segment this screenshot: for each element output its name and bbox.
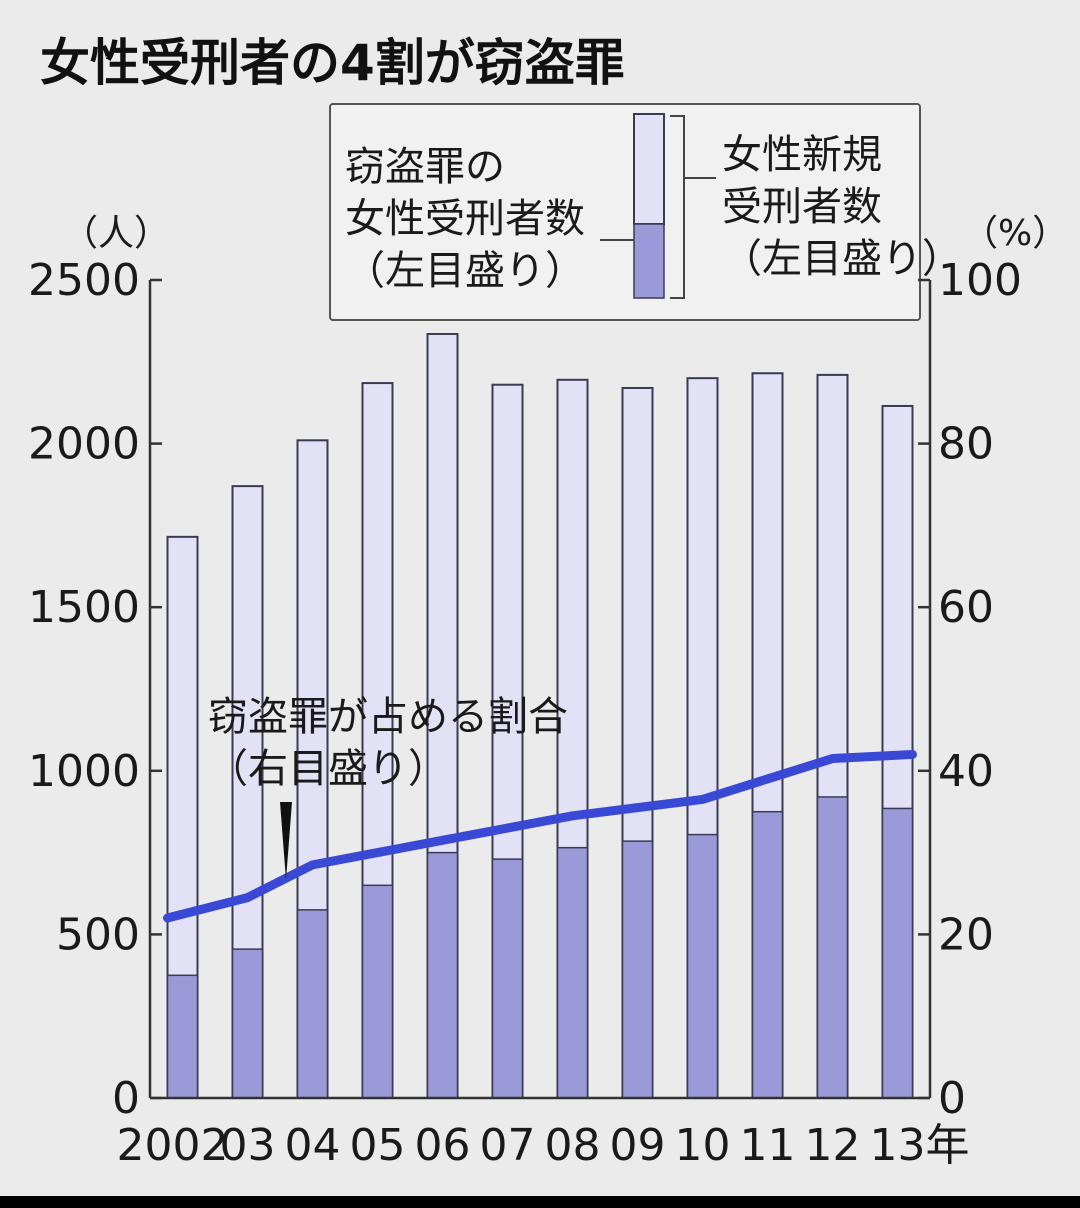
left-tick-label: 1000 [28, 746, 140, 797]
ratio-annotation: 窃盗罪が占める割合 （右目盛り） [208, 694, 568, 880]
x-tick-label-05: 05 [350, 1120, 406, 1171]
axes-layer [148, 280, 932, 1100]
legend-theft-line-1: 窃盗罪の [345, 144, 505, 190]
legend-total-line-2: 受刑者数 [722, 184, 882, 230]
bar-theft-12 [816, 796, 849, 1099]
left-tick-label: 0 [112, 1073, 140, 1124]
legend-theft-line-2: 女性受刑者数 [345, 196, 585, 242]
bar-theft-10 [686, 833, 719, 1099]
bars-layer [166, 332, 914, 1100]
left-tick-label: 500 [56, 909, 140, 960]
x-tick-label-09: 09 [610, 1120, 666, 1171]
x-tick-label-13: 13 [870, 1120, 926, 1171]
x-tick-label-12: 12 [805, 1120, 861, 1171]
x-tick-label-11: 11 [740, 1120, 796, 1171]
bar-theft-07 [491, 858, 524, 1099]
x-tick-label-06: 06 [415, 1120, 471, 1171]
annotation-arrow [280, 802, 292, 880]
bar-theft-06 [426, 851, 459, 1099]
x-tick-label-08: 08 [545, 1120, 601, 1171]
bar-theft-08 [556, 846, 589, 1099]
legend-box [329, 103, 921, 321]
bar-theft-09 [621, 840, 654, 1099]
bar-theft-05 [361, 884, 394, 1099]
x-tick-label-03: 03 [220, 1120, 276, 1171]
bar-theft-11 [751, 810, 784, 1099]
right-axis-unit: （%） [962, 213, 1068, 254]
left-axis-unit: （人） [62, 213, 170, 254]
legend-swatch-total [633, 113, 665, 225]
chart-title: 女性受刑者の4割が窃盗罪 [40, 34, 625, 92]
right-tick-label: 20 [938, 909, 994, 960]
right-tick-label: 60 [938, 582, 994, 633]
legend-theft-line-3: （左目盛り） [345, 248, 585, 294]
x-tick-label-07: 07 [480, 1120, 536, 1171]
ratio-line [163, 749, 917, 923]
right-tick-label: 0 [938, 1073, 966, 1124]
legend: 窃盗罪の 女性受刑者数 （左目盛り） 女性新規 受刑者数 （左目盛り） [329, 103, 962, 321]
right-tick-label: 40 [938, 746, 994, 797]
left-tick-label: 1500 [28, 582, 140, 633]
bar-theft-13 [881, 807, 914, 1099]
left-tick-label: 2000 [28, 419, 140, 470]
x-tick-label-04: 04 [285, 1120, 341, 1171]
x-tick-label-10: 10 [675, 1120, 731, 1171]
right-tick-label: 80 [938, 419, 994, 470]
annotation-line-1: 窃盗罪が占める割合 [208, 694, 568, 740]
left-tick-label: 2500 [28, 255, 140, 306]
legend-swatch-theft [633, 223, 665, 299]
bar-theft-03 [231, 948, 264, 1099]
ratio-line-layer [163, 749, 917, 923]
x-tick-label-2002: 2002 [117, 1120, 229, 1171]
annotation-line-2: （右目盛り） [208, 746, 448, 792]
legend-bracket-total [670, 115, 685, 299]
bar-theft-04 [296, 909, 329, 1099]
x-axis-unit: 年 [926, 1120, 970, 1171]
bottom-border [0, 1196, 1080, 1208]
legend-total-line-3: （左目盛り） [722, 236, 962, 282]
right-tick-label: 100 [938, 255, 1022, 306]
legend-total-line-1: 女性新規 [722, 132, 882, 178]
bar-theft-2002 [166, 974, 199, 1099]
